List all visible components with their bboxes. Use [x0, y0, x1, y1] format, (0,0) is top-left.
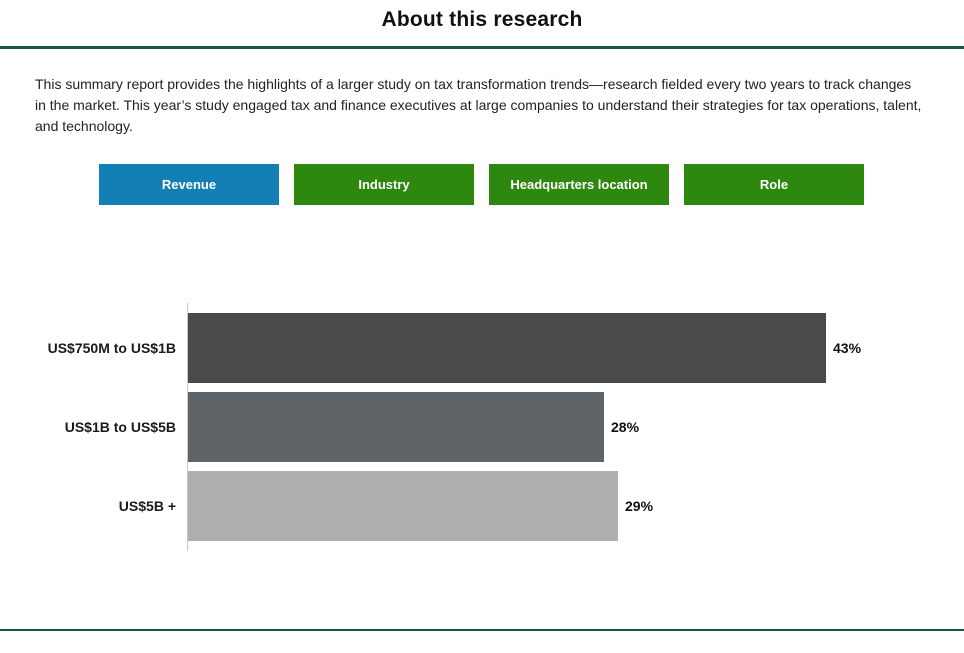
intro-paragraph: This summary report provides the highlig…	[35, 76, 922, 134]
tab-revenue[interactable]: Revenue	[99, 164, 279, 205]
bar-row: US$1B to US$5B 28%	[0, 392, 964, 462]
bar-row: US$750M to US$1B 43%	[0, 313, 964, 383]
bottom-divider	[0, 629, 964, 631]
bar-row: US$5B + 29%	[0, 471, 964, 541]
bar	[188, 313, 826, 383]
page-title: About this research	[381, 8, 583, 31]
bar	[188, 392, 604, 462]
bar-value-label: 43%	[833, 340, 862, 356]
tab-role[interactable]: Role	[684, 164, 864, 205]
top-divider	[0, 46, 964, 49]
bar-value-label: 29%	[625, 498, 654, 514]
chart-axis-line	[187, 303, 188, 551]
filter-tabs: Revenue Industry Headquarters location R…	[99, 164, 864, 205]
category-label: US$750M to US$1B	[47, 340, 176, 356]
bar-value-label: 28%	[611, 419, 640, 435]
bar	[188, 471, 618, 541]
tab-industry[interactable]: Industry	[294, 164, 474, 205]
category-label: US$1B to US$5B	[64, 419, 176, 435]
tab-headquarters-location[interactable]: Headquarters location	[489, 164, 669, 205]
category-label: US$5B +	[118, 498, 176, 514]
